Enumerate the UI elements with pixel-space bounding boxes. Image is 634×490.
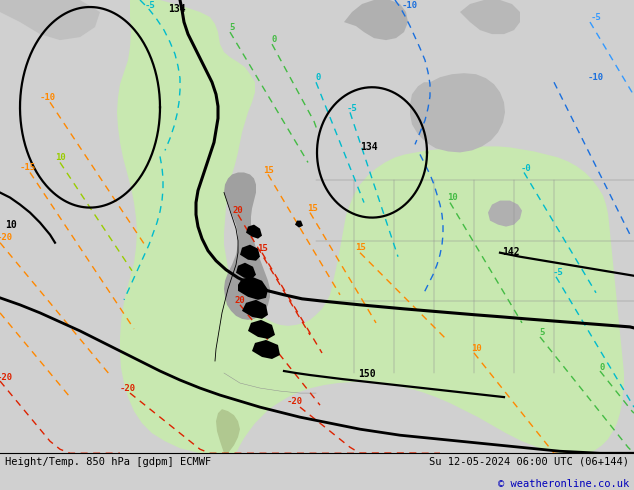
Text: 15: 15 (307, 204, 318, 213)
Text: 10: 10 (470, 344, 481, 353)
Polygon shape (236, 263, 256, 279)
Text: -5: -5 (145, 0, 155, 9)
Polygon shape (295, 220, 303, 228)
Text: -10: -10 (402, 0, 418, 9)
Text: 0: 0 (315, 73, 321, 82)
Text: Height/Temp. 850 hPa [gdpm] ECMWF: Height/Temp. 850 hPa [gdpm] ECMWF (5, 457, 211, 466)
Polygon shape (410, 73, 505, 152)
Polygon shape (224, 172, 270, 320)
Polygon shape (242, 300, 268, 319)
Text: 10: 10 (55, 153, 65, 162)
Text: 10: 10 (446, 193, 457, 202)
Polygon shape (344, 0, 408, 40)
Text: 0: 0 (599, 363, 605, 371)
Text: 0: 0 (271, 35, 276, 44)
Text: -10: -10 (40, 93, 56, 102)
Text: 15: 15 (257, 244, 268, 253)
Text: -20: -20 (287, 396, 303, 406)
Text: 134: 134 (360, 143, 378, 152)
Text: Su 12-05-2024 06:00 UTC (06+144): Su 12-05-2024 06:00 UTC (06+144) (429, 457, 629, 466)
Text: 20: 20 (235, 296, 245, 305)
Polygon shape (0, 0, 100, 40)
Text: -15: -15 (20, 163, 36, 172)
Text: -5: -5 (347, 104, 358, 113)
Text: -5: -5 (553, 268, 564, 277)
Text: 150: 150 (358, 369, 375, 379)
Polygon shape (216, 409, 240, 453)
Text: -20: -20 (120, 384, 136, 392)
Text: 10: 10 (5, 220, 16, 230)
Text: 142: 142 (502, 246, 520, 257)
Polygon shape (238, 277, 268, 300)
Polygon shape (117, 0, 624, 453)
Text: 5: 5 (540, 328, 545, 338)
Polygon shape (252, 340, 280, 359)
Polygon shape (246, 224, 262, 239)
Polygon shape (460, 0, 520, 34)
Text: 15: 15 (262, 166, 273, 175)
Text: 15: 15 (354, 243, 365, 252)
Text: -5: -5 (591, 13, 602, 22)
Text: © weatheronline.co.uk: © weatheronline.co.uk (498, 479, 629, 489)
Text: 5: 5 (230, 23, 235, 31)
Text: 20: 20 (233, 206, 243, 215)
Text: -20: -20 (0, 372, 13, 382)
Text: -10: -10 (588, 73, 604, 82)
Polygon shape (240, 245, 260, 261)
Polygon shape (488, 200, 522, 226)
Text: -0: -0 (521, 164, 531, 173)
Text: 134: 134 (168, 4, 186, 14)
Text: -20: -20 (0, 233, 13, 242)
Polygon shape (248, 320, 275, 339)
